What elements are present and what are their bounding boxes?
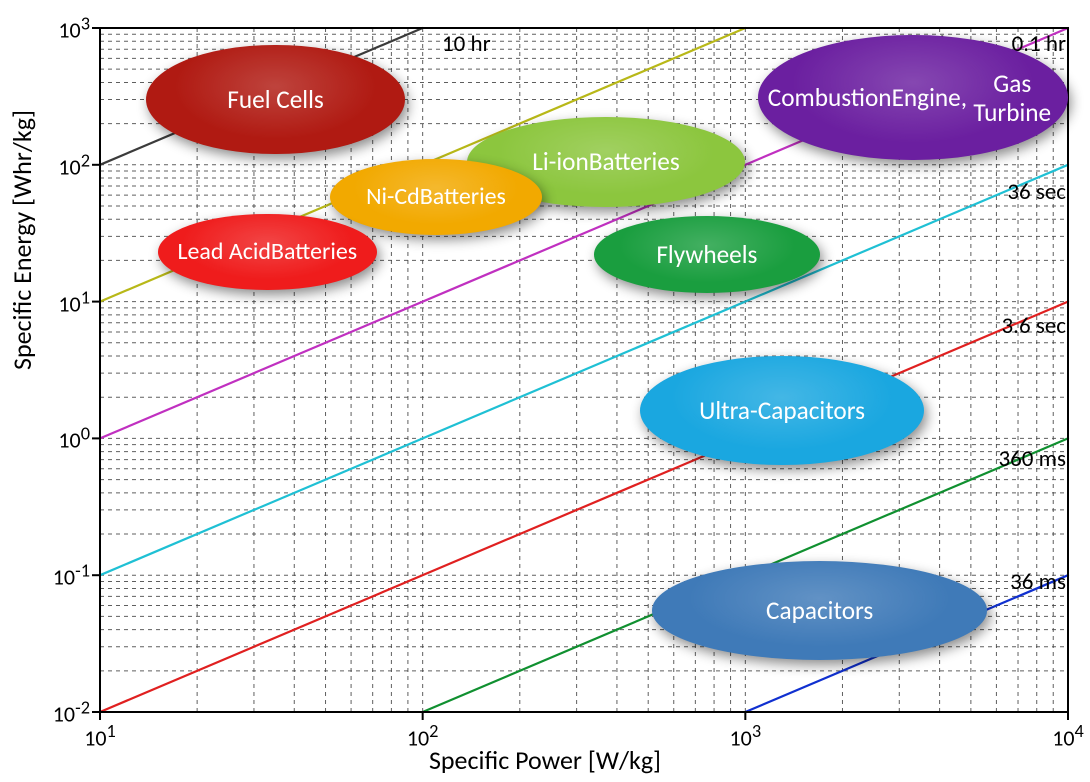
tech-bubble-flywheels: Flywheels [594,216,820,293]
tech-bubble-label-line: Lead Acid [177,238,270,266]
tech-bubble-label-line: Fuel Cells [227,85,324,114]
tech-bubble-label-line: Capacitors [766,596,873,625]
x-tick-label: 103 [730,720,762,751]
x-tick-label: 104 [1052,720,1084,751]
tech-bubble-combustion-engine: CombustionEngine,Gas Turbine [758,35,1068,161]
x-tick-label: 102 [407,720,439,751]
y-tick-label: 10-2 [53,696,90,727]
y-tick-label: 10-1 [53,560,90,591]
tech-bubble-capacitors: Capacitors [652,561,988,659]
tech-bubble-label-line: Gas Turbine [967,69,1057,127]
tech-bubble-label-line: Capacitors [758,396,865,425]
tech-bubble-fuel-cells: Fuel Cells [146,45,404,154]
y-tick-label: 100 [58,423,90,454]
time-line-label: 36 sec [1007,178,1066,206]
time-line-label: 36 ms [1010,568,1066,596]
tech-bubble-label-line: Engine, [892,83,967,112]
tech-bubble-label-line: Batteries [420,183,506,211]
y-axis-label: Specific Energy [Whr/kg] [6,110,38,370]
ragone-chart: Specific Power [W/kg] Specific Energy [W… [0,0,1090,782]
y-tick-label: 103 [58,12,90,43]
tech-bubble-label-line: Li-ion [532,147,589,176]
tech-bubble-label-line: Batteries [589,147,680,176]
y-tick-label: 101 [58,286,90,317]
tech-bubble-label-line: Flywheels [656,240,757,269]
tech-bubble-lead-acid: Lead AcidBatteries [158,214,377,291]
tech-bubble-label-line: Ni-Cd [366,183,420,211]
time-line-label: 10 hr [442,30,491,58]
tech-bubble-label-line: Batteries [271,238,357,266]
tech-bubble-ultra-capacitors: Ultra-Capacitors [640,356,924,465]
x-axis-label: Specific Power [W/kg] [0,744,1090,776]
tech-bubble-label-line: Combustion [768,83,892,112]
tech-bubble-ni-cd: Ni-CdBatteries [330,159,543,236]
tech-bubble-label-line: Ultra- [699,396,758,425]
y-tick-label: 102 [58,149,90,180]
time-line-label: 360 ms [998,445,1066,473]
time-line-label: 3.6 sec [1002,312,1067,340]
